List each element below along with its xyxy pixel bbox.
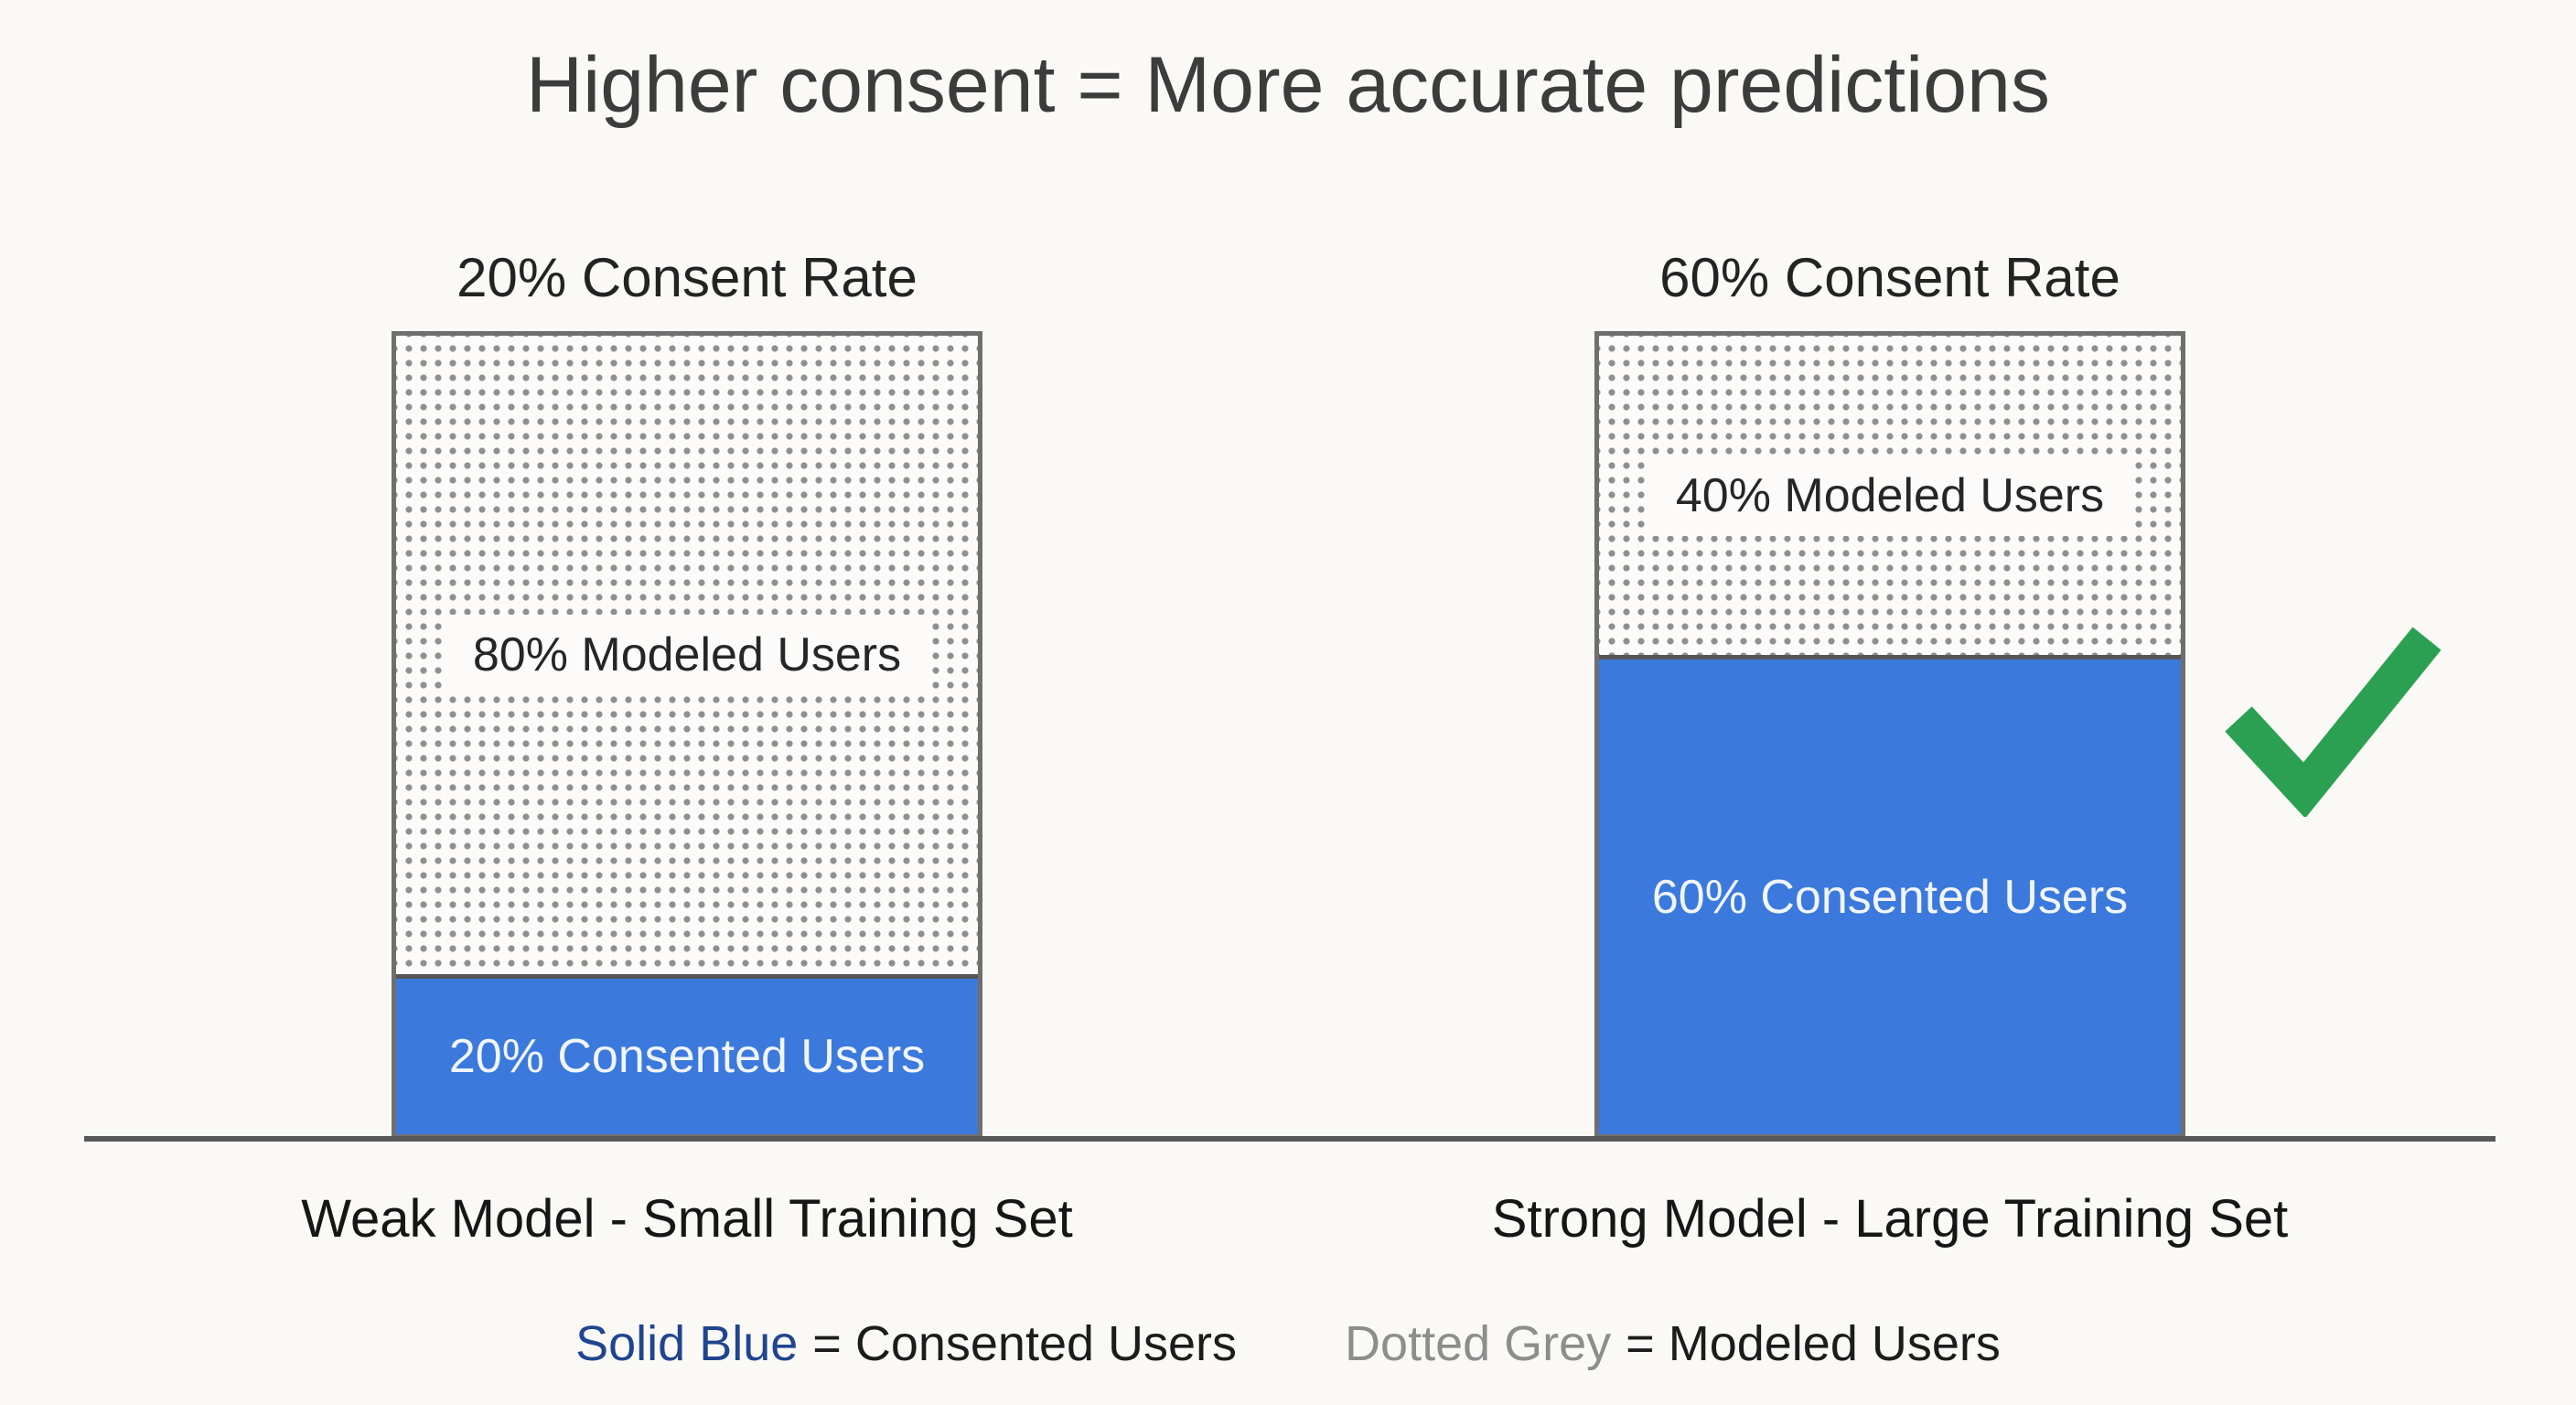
legend-item-modeled: Dotted Grey = Modeled Users [1345,1315,2001,1372]
legend-term-dotted-grey: Dotted Grey [1345,1316,1612,1371]
consented-users-label: 60% Consented Users [1651,870,2129,924]
legend-item-consented: Solid Blue = Consented Users [575,1315,1237,1372]
bar-group-strong-model: 60% Consent Rate 40% Modeled Users 60% C… [1491,224,2289,1250]
consented-users-label: 20% Consented Users [448,1030,926,1084]
legend: Solid Blue = Consented Users Dotted Grey… [0,1315,2576,1372]
baseline-axis [84,1136,2496,1142]
legend-def-consented-users: = Consented Users [812,1316,1238,1371]
modeled-users-segment: 80% Modeled Users [396,336,978,975]
consented-users-segment: 60% Consented Users [1599,655,2181,1134]
modeled-users-label: 80% Modeled Users [448,615,926,696]
legend-def-modeled-users: = Modeled Users [1626,1316,2001,1371]
column-header-20-percent: 20% Consent Rate [456,247,918,308]
column-footer-weak-model: Weak Model - Small Training Set [301,1188,1073,1249]
modeled-users-segment: 40% Modeled Users [1599,336,2181,656]
legend-term-solid-blue: Solid Blue [575,1316,799,1371]
page-title: Higher consent = More accurate predictio… [526,41,2050,129]
bar-group-weak-model: 20% Consent Rate 80% Modeled Users 20% C… [301,224,1073,1250]
stacked-bar-strong-model: 40% Modeled Users 60% Consented Users [1594,331,2185,1139]
stacked-bar-weak-model: 80% Modeled Users 20% Consented Users [392,331,982,1139]
column-footer-strong-model: Strong Model - Large Training Set [1491,1188,2289,1249]
modeled-users-label: 40% Modeled Users [1651,455,2129,536]
consented-users-segment: 20% Consented Users [396,974,978,1134]
column-header-60-percent: 60% Consent Rate [1659,247,2120,308]
checkmark-icon [2225,627,2442,817]
